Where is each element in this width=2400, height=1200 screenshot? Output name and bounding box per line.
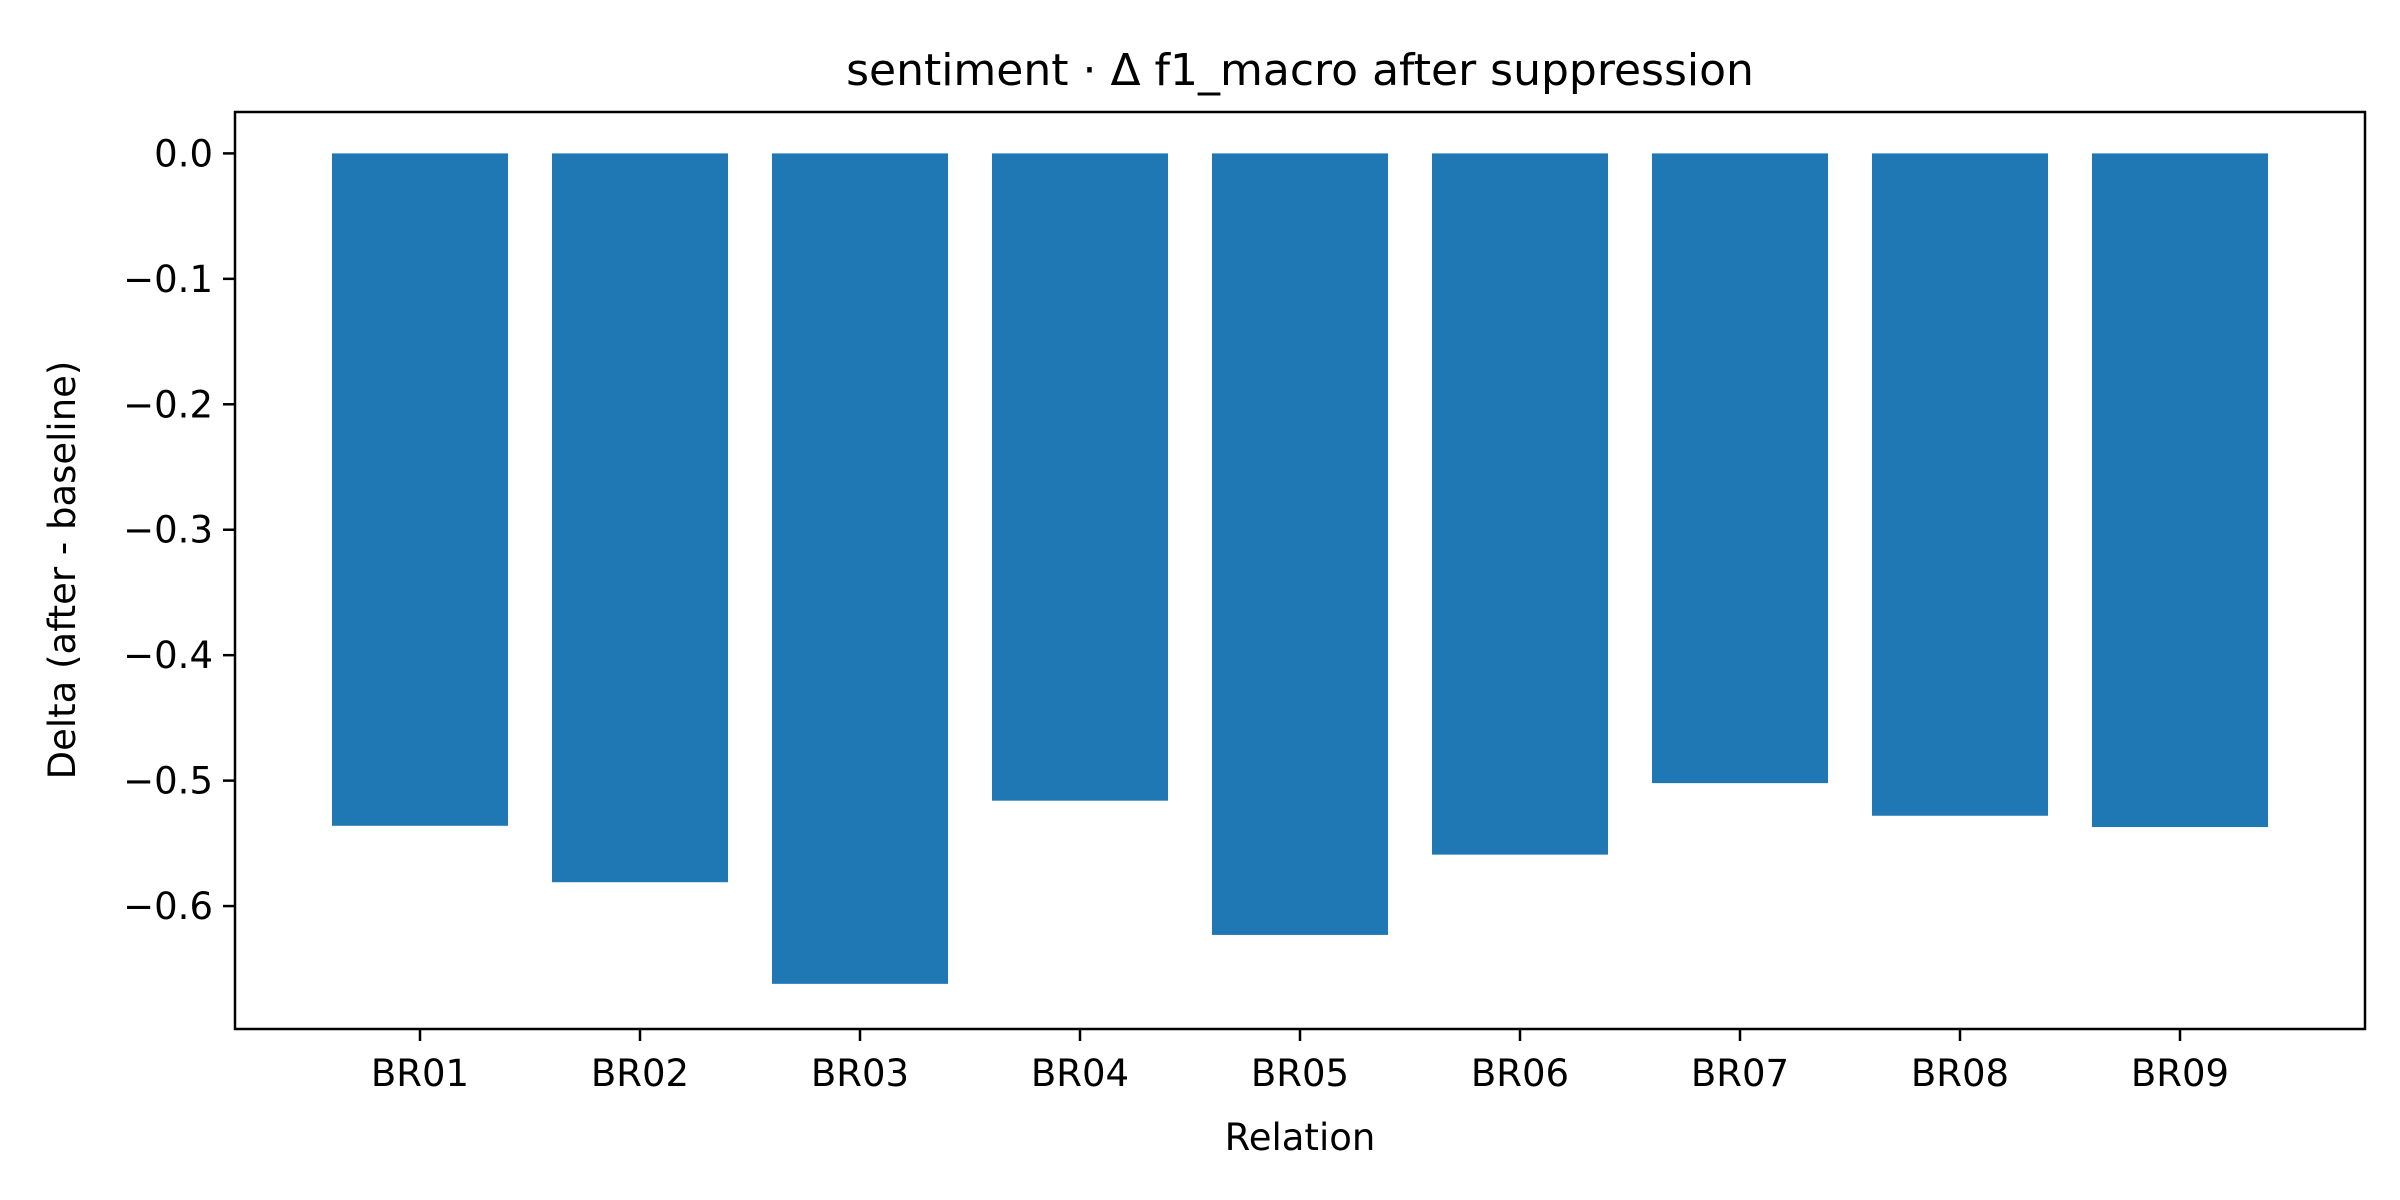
y-tick-label: −0.3	[123, 509, 213, 552]
bar-br05	[1212, 153, 1388, 935]
x-tick-label: BR07	[1691, 1052, 1789, 1095]
plot-area-frame	[233, 110, 2367, 1031]
x-axis-label: Relation	[1225, 1116, 1376, 1159]
y-axis-ticks: 0.0 −0.1 −0.2 −0.3 −0.4 −0.5 −0.6	[123, 132, 235, 928]
x-tick-label: BR03	[811, 1052, 909, 1095]
x-tick-label: BR06	[1471, 1052, 1569, 1095]
chart-title: sentiment · Δ f1_macro after suppression	[846, 45, 1754, 96]
bar-br07	[1652, 153, 1828, 784]
bars-group	[332, 153, 2268, 984]
y-tick-label: −0.5	[123, 760, 213, 803]
bar-br04	[992, 153, 1168, 801]
bar-br06	[1432, 153, 1608, 855]
y-tick-label: −0.6	[123, 885, 213, 928]
bar-br02	[552, 153, 728, 883]
x-tick-label: BR01	[371, 1052, 469, 1095]
y-axis-label: Delta (after - baseline)	[41, 361, 84, 780]
x-tick-label: BR04	[1031, 1052, 1129, 1095]
x-tick-label: BR08	[1911, 1052, 2009, 1095]
y-tick-label: −0.4	[123, 634, 213, 677]
bar-br03	[772, 153, 948, 984]
y-tick-label: −0.1	[123, 258, 213, 301]
bar-br01	[332, 153, 508, 826]
bar-br09	[2092, 153, 2268, 828]
x-axis-ticks: BR01 BR02 BR03 BR04 BR05 BR06 BR07 BR08 BR09	[371, 1029, 2229, 1095]
bar-br08	[1872, 153, 2048, 816]
x-tick-label: BR02	[591, 1052, 689, 1095]
y-tick-label: −0.2	[123, 383, 213, 426]
x-tick-label: BR09	[2131, 1052, 2229, 1095]
y-tick-label: 0.0	[154, 132, 213, 175]
x-tick-label: BR05	[1251, 1052, 1349, 1095]
